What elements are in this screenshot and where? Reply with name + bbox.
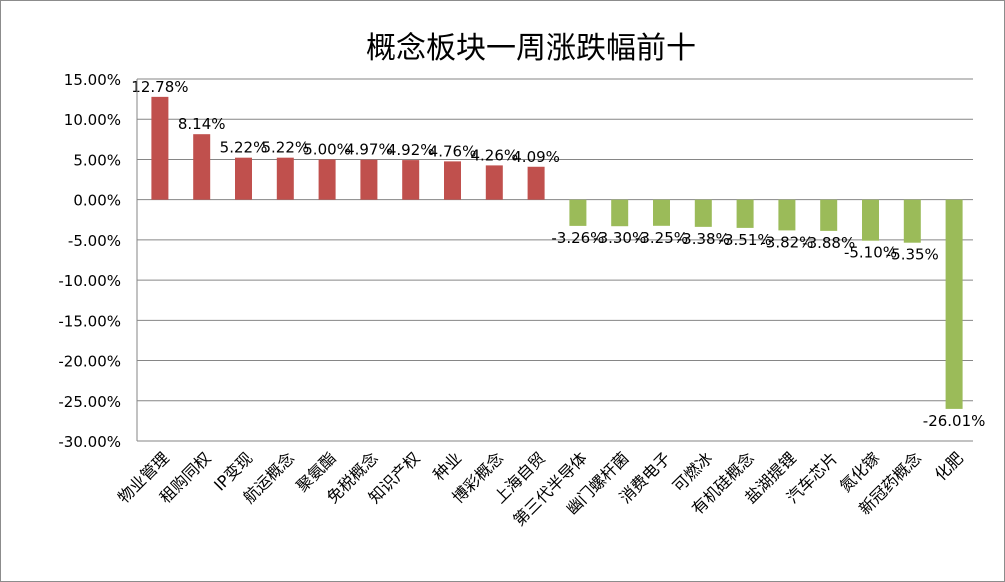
bar	[945, 199, 963, 409]
data-label: -5.10%	[844, 244, 897, 262]
chart-title: 概念板块一周涨跌幅前十	[366, 31, 696, 66]
y-tick-label: -10.00%	[58, 272, 121, 290]
bar-layer	[151, 96, 963, 409]
bar	[736, 199, 754, 228]
bar	[820, 199, 838, 231]
y-tick-label: 15.00%	[64, 71, 121, 89]
data-label-layer: 12.78%8.14%5.22%5.22%5.00%4.97%4.92%4.76…	[131, 78, 985, 430]
y-tick-label: -25.00%	[58, 393, 121, 411]
data-label: 4.26%	[470, 146, 518, 164]
data-label: -26.01%	[923, 412, 986, 430]
data-label: -3.30%	[593, 229, 646, 247]
data-label: 4.97%	[345, 141, 393, 159]
bar	[151, 96, 169, 200]
bar	[193, 134, 211, 200]
y-tick-label: -15.00%	[58, 312, 121, 330]
bar	[903, 199, 921, 243]
data-label: -3.38%	[677, 230, 730, 248]
x-tick-label: 化肥	[931, 448, 967, 484]
data-label: 4.76%	[429, 142, 477, 160]
y-tick-label: 10.00%	[64, 111, 121, 129]
data-label: 5.22%	[261, 139, 309, 157]
data-label: 4.92%	[387, 141, 435, 159]
bar	[527, 166, 545, 200]
bar	[235, 157, 252, 200]
bar	[862, 199, 879, 241]
y-tick-label: -5.00%	[68, 232, 121, 250]
bar	[611, 199, 629, 227]
y-tick-label: 5.00%	[73, 151, 121, 169]
bar	[402, 160, 420, 200]
data-label: 4.09%	[512, 148, 560, 166]
data-label: -3.51%	[719, 231, 772, 249]
data-label: -3.25%	[635, 229, 688, 247]
y-tick-label: -30.00%	[58, 433, 121, 451]
data-label: -3.88%	[802, 234, 855, 252]
bar	[318, 159, 336, 200]
data-label: 5.22%	[220, 139, 268, 157]
y-tick-label: 0.00%	[73, 192, 121, 210]
grid-layer	[137, 78, 973, 442]
y-axis: 15.00% 10.00% 5.00% 0.00% -5.00% -10.00% -15.0…	[58, 71, 138, 451]
x-tick-label: 种业	[429, 448, 465, 484]
y-tick-label: -20.00%	[58, 353, 121, 371]
data-label: -3.82%	[760, 233, 813, 251]
bar	[276, 157, 294, 200]
data-label: 12.78%	[131, 78, 188, 96]
data-label: 5.00%	[303, 140, 351, 158]
data-label: -3.26%	[551, 229, 604, 247]
bar	[778, 199, 796, 231]
bar	[444, 161, 461, 200]
bar	[653, 199, 670, 226]
bar	[360, 159, 378, 200]
data-label: -5.35%	[886, 246, 939, 264]
data-label: 8.14%	[178, 115, 226, 133]
bar	[569, 199, 587, 226]
bar	[485, 165, 503, 200]
bar	[694, 199, 712, 227]
